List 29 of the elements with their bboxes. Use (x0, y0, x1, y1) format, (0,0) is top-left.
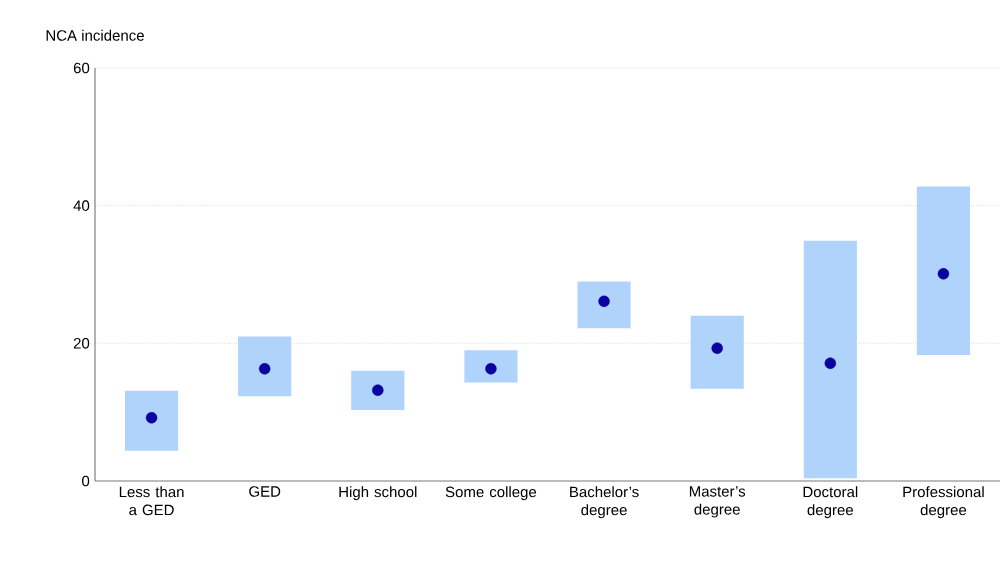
bar (124, 390, 179, 451)
y-tick-label: 40 (73, 200, 90, 211)
bar (690, 315, 744, 389)
x-tick-label: Master’s degree (689, 486, 746, 518)
x-tick-label: Less than a GED (119, 486, 184, 516)
point (711, 342, 723, 354)
point (372, 384, 384, 396)
x-tick-label: Bachelor’s degree (570, 486, 639, 519)
y-axis-title: NCA incidence (46, 29, 144, 41)
bar (238, 336, 292, 397)
x-tick-label: Professional degree (903, 486, 984, 519)
x-tick-label: Some college (445, 486, 537, 501)
point (145, 411, 158, 424)
point (598, 295, 610, 308)
point (258, 363, 271, 375)
bar (916, 186, 971, 356)
bar (803, 240, 857, 479)
bar (577, 281, 631, 329)
x-tick-label: GED (249, 486, 281, 497)
y-tick-label: 20 (73, 338, 90, 349)
point (937, 268, 950, 280)
x-tick-label: Doctoral degree (803, 486, 858, 519)
y-tick-label: 60 (73, 62, 90, 74)
point (485, 363, 497, 375)
y-tick-label: 0 (82, 475, 90, 487)
bar (464, 350, 518, 383)
x-tick-label: High school (339, 486, 417, 501)
point (824, 357, 837, 369)
bar (351, 370, 405, 411)
